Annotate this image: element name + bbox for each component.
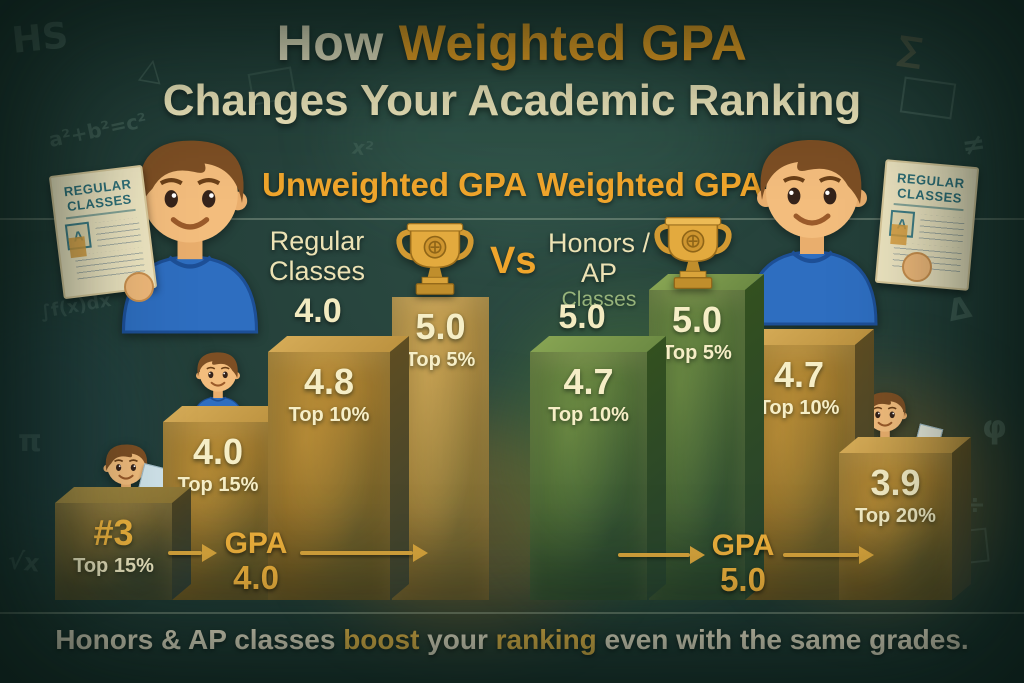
arrow-right-icon [168,551,202,555]
gpa-annotation-label: GPA [711,529,775,562]
bar-rank: Top 15% [177,474,259,496]
bar-unweighted-4-8: 4.8 Top 10% [268,336,410,600]
arrow-right-icon [783,553,859,557]
report-card-lines [94,217,142,249]
teal-haze [340,50,740,220]
bar-value: 3.9 [870,462,921,503]
bar-top-face [268,336,410,352]
bar-rank: Top 5% [662,342,732,364]
bar-rank: Top 10% [548,404,629,426]
bar-unweighted-rank3: #3 Top 15% [55,487,192,600]
class-label-line-faded: Classes [561,288,637,311]
gpa-annotation-weighted: GPA 5.0 [700,530,786,598]
bar-top-face [530,336,667,352]
bar-front-face [839,453,952,600]
bar-side-face [172,487,191,600]
caption-bold: ranking [495,624,597,655]
title-highlight: Weighted GPA [398,15,748,71]
bar-value: 4.7 [773,354,825,395]
class-label-line: Classes [268,256,366,286]
section-heading-unweighted: Unweighted GPA [262,166,528,203]
bar-value: 4.0 [192,431,244,472]
trophy-icon [652,216,734,294]
main-title-line1: How Weighted GPA [0,14,1024,72]
report-card-lines [918,214,965,245]
bar-value: 5.0 [415,306,466,347]
class-label-honors-ap: Honors / AP Classes [536,228,662,312]
report-card-stamp [68,236,87,259]
class-gpa-unweighted: 4.0 [294,292,342,330]
caption-text: your [419,624,496,655]
class-gpa-weighted: 5.0 [558,298,606,336]
gpa-annotation-unweighted: GPA 4.0 [213,528,299,596]
bar-rank: Top 20% [855,505,936,527]
bar-front-face [530,352,647,600]
bar-value: 4.7 [563,361,614,402]
caption-text: even with the same grades. [596,624,969,655]
caption-bold: boost [343,624,420,655]
bar-side-face [390,336,409,600]
bar-weighted-3-9: 3.9 Top 20% [839,437,972,600]
caption-text: Honors & AP classes [55,624,344,655]
report-card-stamp [890,223,908,246]
arrow-right-icon [300,551,413,555]
bar-value: 4.8 [303,361,355,402]
trophy-icon [394,222,476,300]
title-prefix: How [276,15,384,71]
bar-front-face [55,503,172,600]
class-label-regular: Regular Classes [252,226,382,286]
bar-value: 5.0 [671,299,723,340]
section-heading-weighted: Weighted GPA [537,166,764,203]
class-label-line: Regular [269,226,365,256]
footer-divider-line [0,612,1024,614]
chalk-scribble: Δ [944,289,975,330]
boy-hand [902,252,932,282]
class-label-line: AP [580,258,618,288]
bar-side-face [952,437,971,600]
footer-caption: Honors & AP classes boost your ranking e… [0,624,1024,656]
bar-rank: Top 10% [758,397,840,419]
arrow-right-icon [618,553,690,557]
chalk-scribble: ≠ [959,126,988,163]
gpa-annotation-value: 5.0 [720,561,766,598]
gpa-annotation-label: GPA [224,527,288,560]
bar-weighted-4-7-green: 4.7 Top 10% [530,336,667,600]
bar-side-face [489,281,508,600]
heading-divider-line [0,218,1024,220]
gpa-annotation-value: 4.0 [233,559,279,596]
bar-side-face [647,336,666,600]
bar-front-face [268,352,390,600]
bar-top-face [839,437,972,453]
boy-hand [124,272,154,302]
class-label-line: Honors / [547,228,651,258]
main-title-line2: Changes Your Academic Ranking [162,76,862,125]
bar-rank: Top 5% [405,349,476,371]
bar-rank: Top 10% [288,404,370,426]
bar-value: #3 [93,512,134,553]
vs-label: Vs [490,240,537,282]
bar-rank: Top 15% [73,555,154,577]
bar-top-face [55,487,192,503]
